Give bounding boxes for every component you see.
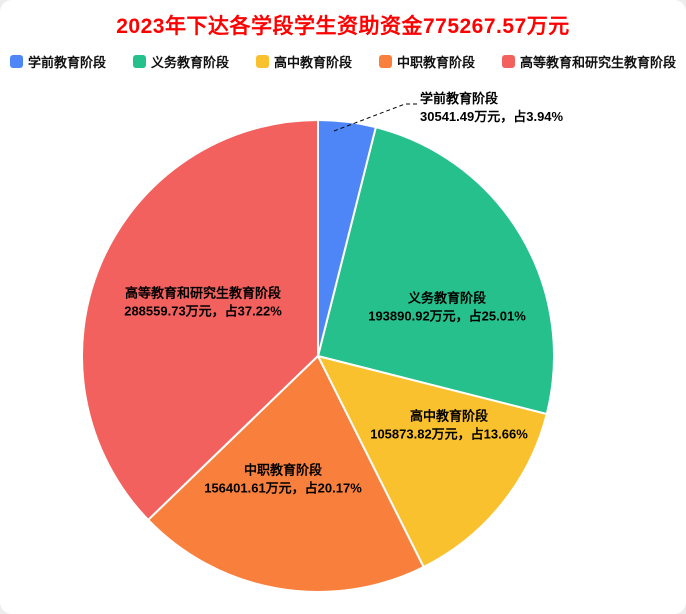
pie-slice-3[interactable] — [147, 355, 425, 593]
legend-item-compulsory[interactable]: 义务教育阶段 — [132, 52, 229, 71]
chart-title: 2023年下达各学段学生资助资金775267.57万元 — [116, 15, 570, 38]
legend-swatch-icon — [501, 55, 515, 68]
legend-label: 学前教育阶段 — [28, 55, 107, 70]
legend-swatch-icon — [255, 55, 269, 68]
legend-label: 高等教育和研究生教育阶段 — [519, 55, 676, 70]
legend-item-higher-ed[interactable]: 高等教育和研究生教育阶段 — [501, 52, 676, 71]
pie-slice-0[interactable] — [317, 119, 377, 357]
legend-label: 中职教育阶段 — [396, 55, 475, 70]
pie-slice-2[interactable] — [317, 355, 548, 569]
pie-slice-1[interactable] — [317, 126, 555, 415]
legend-label: 义务教育阶段 — [150, 55, 229, 70]
legend-item-vocational[interactable]: 中职教育阶段 — [378, 52, 475, 71]
legend-label: 高中教育阶段 — [273, 55, 352, 70]
legend-swatch-icon — [378, 55, 392, 68]
legend-item-highschool[interactable]: 高中教育阶段 — [255, 52, 352, 71]
legend-item-preschool[interactable]: 学前教育阶段 — [10, 52, 106, 71]
legend-swatch-icon — [132, 55, 146, 68]
legend-swatch-icon — [10, 55, 23, 68]
legend: 学前教育阶段 义务教育阶段 高中教育阶段 中职教育阶段 高等教育和研究生教育阶段 — [10, 52, 676, 71]
pie-slice-4[interactable] — [81, 119, 319, 521]
